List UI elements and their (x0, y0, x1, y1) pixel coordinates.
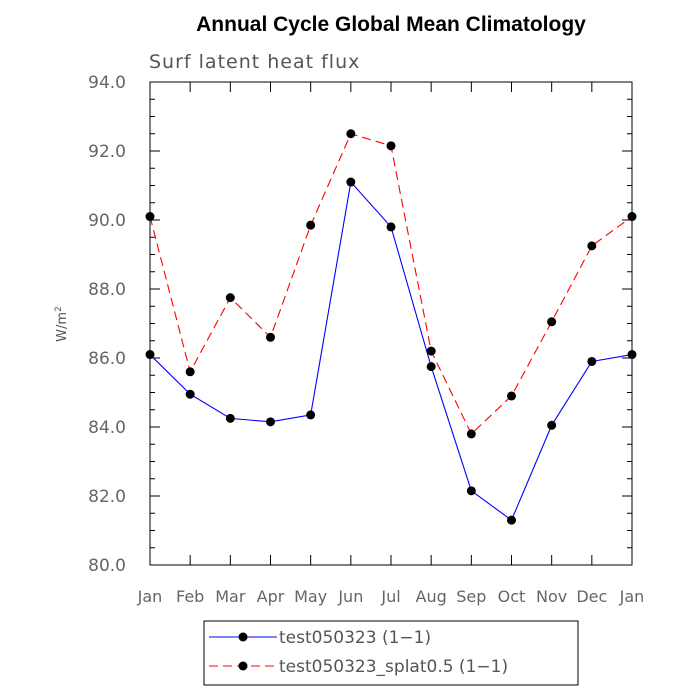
y-axis-label-superscript: 2 (54, 306, 64, 312)
data-point-series-1 (306, 410, 316, 420)
data-point-series-2 (627, 212, 637, 222)
data-point-series-2 (145, 212, 155, 222)
y-tick-label: 80.0 (88, 556, 126, 576)
data-point-series-2 (185, 367, 195, 377)
data-point-series-2 (466, 429, 476, 439)
y-axis-label-unit: W/m (55, 312, 70, 342)
x-tick-label: Dec (576, 587, 607, 606)
data-point-series-1 (346, 177, 356, 187)
y-tick-label: 86.0 (88, 349, 126, 369)
legend-marker-series-1 (238, 632, 248, 642)
x-tick-label: Mar (215, 587, 246, 606)
x-tick-label: Feb (176, 587, 204, 606)
data-point-series-2 (306, 220, 316, 230)
x-tick-label: Apr (257, 587, 285, 606)
data-point-series-1 (386, 222, 396, 232)
data-point-series-2 (547, 317, 557, 327)
y-tick-label: 92.0 (88, 142, 126, 162)
x-tick-label: Oct (498, 587, 526, 606)
y-tick-label: 82.0 (88, 487, 126, 507)
data-point-series-1 (145, 350, 155, 360)
legend-box (203, 620, 579, 686)
x-tick-label: May (294, 587, 327, 606)
data-point-series-2 (225, 293, 235, 303)
legend-label-series-2: test050323_splat0.5 (1−1) (279, 657, 508, 677)
y-tick-label: 88.0 (88, 280, 126, 300)
data-point-series-1 (185, 389, 195, 399)
y-axis-label: W/m2 (54, 306, 70, 342)
data-point-series-2 (346, 129, 356, 139)
data-point-series-1 (507, 515, 516, 525)
plot-frame (149, 81, 633, 566)
legend-label-series-1: test050323 (1−1) (279, 628, 431, 648)
data-point-series-1 (587, 356, 597, 366)
data-point-series-1 (225, 413, 235, 423)
data-point-series-2 (507, 391, 516, 401)
data-point-series-1 (266, 417, 275, 427)
x-tick-label: Jul (380, 587, 400, 606)
data-point-series-2 (386, 141, 396, 151)
y-tick-label: 94.0 (88, 73, 126, 93)
chart-title: Annual Cycle Global Mean Climatology (196, 13, 586, 36)
axes: 80.0 82.0 84.0 86.0 88.0 90.0 92.0 94.0 Jan Feb Ma… (88, 73, 644, 606)
legend-marker-series-2 (238, 661, 248, 671)
x-tick-label: Nov (536, 587, 567, 606)
data-point-series-2 (426, 346, 436, 356)
series-layer (145, 129, 637, 525)
data-point-series-2 (587, 241, 597, 251)
y-tick-label: 90.0 (88, 211, 126, 231)
data-point-series-1 (547, 420, 557, 430)
legend: test050323 (1−1) test050323_splat0.5 (1−… (203, 620, 579, 686)
y-tick-label: 84.0 (88, 418, 126, 438)
data-point-series-1 (426, 362, 436, 372)
x-tick-label: Jan (137, 587, 163, 606)
x-tick-label: Jun (337, 587, 363, 606)
x-tick-label: Sep (456, 587, 486, 606)
x-tick-label: Jan (619, 587, 645, 606)
data-point-series-1 (627, 350, 637, 360)
x-tick-label: Aug (416, 587, 447, 606)
data-point-series-1 (466, 486, 476, 496)
chart-subtitle: Surf latent heat flux (149, 51, 360, 73)
series-line-1 (149, 180, 633, 522)
data-point-series-2 (266, 332, 275, 342)
series-line-2 (149, 133, 633, 435)
